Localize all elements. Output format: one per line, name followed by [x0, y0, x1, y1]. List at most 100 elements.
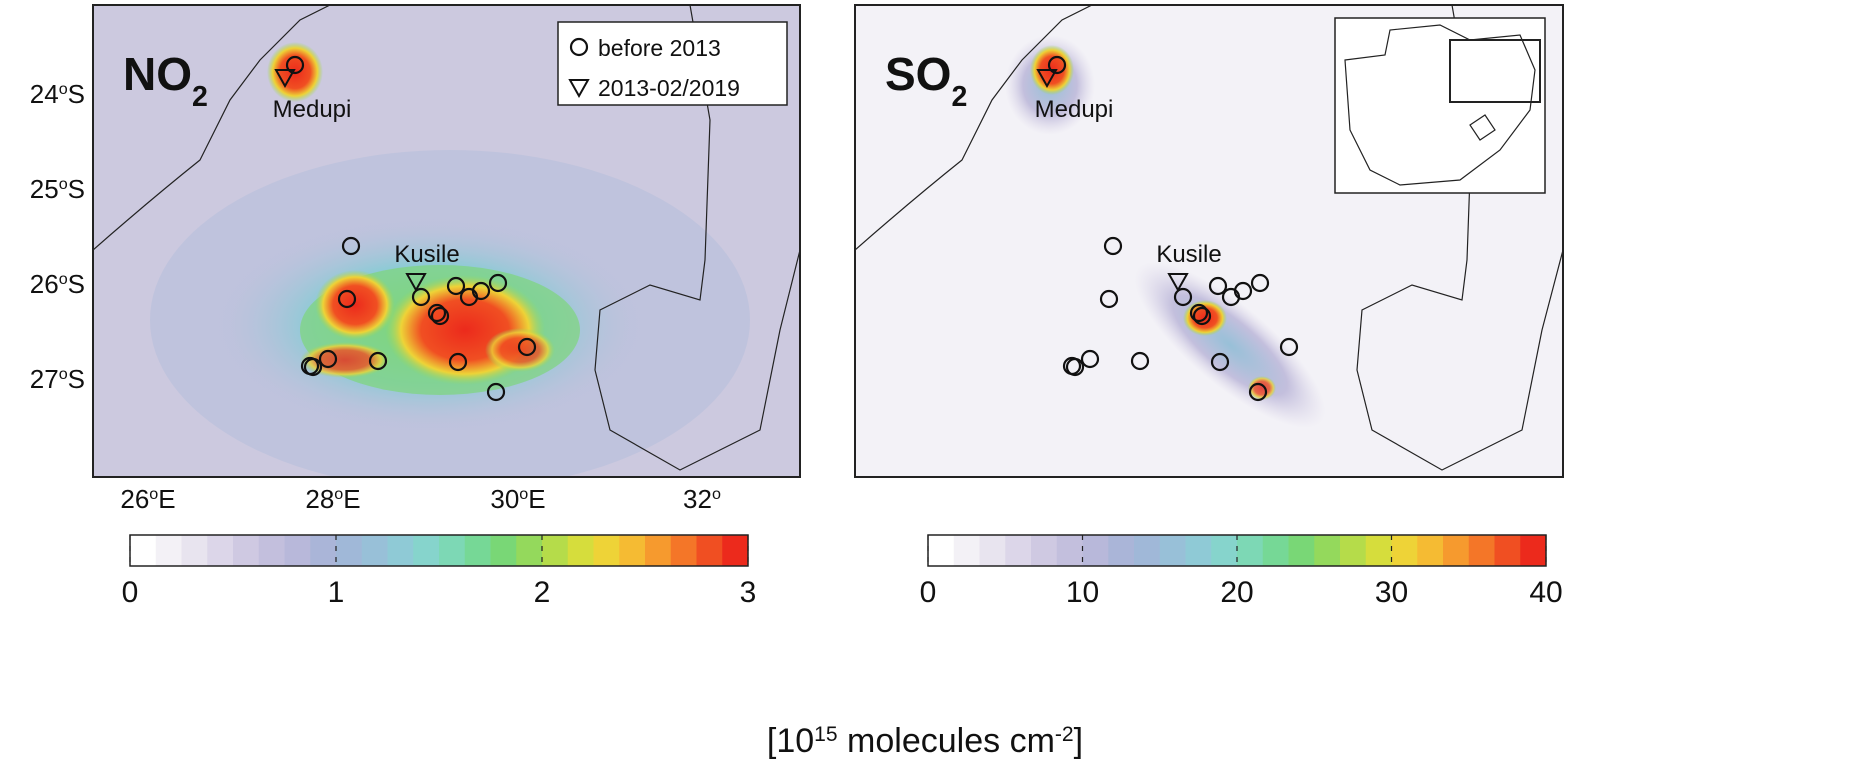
- colorbar-cell: [1314, 535, 1340, 566]
- colorbar-cell: [259, 535, 285, 566]
- colorbar-cell: [362, 535, 388, 566]
- lon-label-part: E: [343, 484, 360, 514]
- unit-label-part: 15: [814, 723, 837, 746]
- panel-title-part: NO: [123, 48, 192, 100]
- colorbar-cell: [1340, 535, 1366, 566]
- colorbar-cell: [1392, 535, 1418, 566]
- colorbar-cell: [1186, 535, 1212, 566]
- colorbar-cell: [619, 535, 645, 566]
- lon-label-part: 30: [490, 484, 519, 514]
- lat-label-part: o: [59, 365, 68, 383]
- figure: NO2MedupiKusilebefore 20132013-02/201924…: [0, 0, 1851, 783]
- colorbar-tick-label: 2: [534, 576, 551, 609]
- colorbar-cell: [1031, 535, 1057, 566]
- lat-label-part: o: [59, 270, 68, 288]
- colorbar-tick-label: 3: [740, 576, 757, 609]
- colorbar-cell: [954, 535, 980, 566]
- panel-title-part: 2: [951, 81, 967, 113]
- colorbar-cell: [568, 535, 594, 566]
- colorbar-tick-label: 20: [1220, 576, 1253, 609]
- lon-label-part: o: [149, 485, 158, 503]
- lon-label-part: o: [712, 485, 721, 503]
- lat-label-part: o: [59, 80, 68, 98]
- lat-label-part: 27: [30, 364, 59, 394]
- lat-label-part: S: [68, 269, 85, 299]
- unit-label: [1015 molecules cm-2]: [767, 722, 1083, 760]
- site-label: Kusile: [1156, 241, 1221, 268]
- colorbar-cell: [516, 535, 542, 566]
- lon-label-part: E: [158, 484, 175, 514]
- colorbar-cell: [1417, 535, 1443, 566]
- colorbar-tick-label: 0: [920, 576, 937, 609]
- colorbar-cell: [285, 535, 311, 566]
- lat-label: 26oS: [30, 269, 85, 299]
- lon-label-part: E: [528, 484, 545, 514]
- lon-label-part: o: [519, 485, 528, 503]
- colorbar-cell: [465, 535, 491, 566]
- lat-label-part: S: [68, 174, 85, 204]
- colorbar-cell: [233, 535, 259, 566]
- colorbar-cell: [1134, 535, 1160, 566]
- colorbar-cell: [336, 535, 362, 566]
- colorbar-cell: [1289, 535, 1315, 566]
- colorbar-tick-label: 1: [328, 576, 345, 609]
- lon-label-part: 26: [120, 484, 149, 514]
- lat-label: 27oS: [30, 364, 85, 394]
- colorbar-cell: [1160, 535, 1186, 566]
- unit-label-part: -2: [1055, 723, 1074, 746]
- colorbar-cell: [1108, 535, 1134, 566]
- colorbar-tick-label: 30: [1375, 576, 1408, 609]
- unit-label-part: ]: [1074, 722, 1083, 760]
- lat-label-part: S: [68, 79, 85, 109]
- colorbar-cell: [542, 535, 568, 566]
- colorbar-cell: [1263, 535, 1289, 566]
- colorbar-cell: [310, 535, 336, 566]
- colorbar-cell: [156, 535, 182, 566]
- colorbar-cell: [980, 535, 1006, 566]
- lat-label-part: 25: [30, 174, 59, 204]
- colorbar-cell: [388, 535, 414, 566]
- colorbar-cell: [1211, 535, 1237, 566]
- lon-label-part: 28: [305, 484, 334, 514]
- colorbar-cell: [439, 535, 465, 566]
- colorbar-cell: [722, 535, 748, 566]
- lat-label-part: 24: [30, 79, 59, 109]
- lat-label-part: 26: [30, 269, 59, 299]
- lat-label: 25oS: [30, 174, 85, 204]
- colorbar-cell: [1443, 535, 1469, 566]
- colorbar-cell: [1469, 535, 1495, 566]
- lon-label-part: o: [334, 485, 343, 503]
- colorbar-tick-label: 10: [1066, 576, 1099, 609]
- lon-label: 30oE: [490, 484, 545, 514]
- colorbar-cell: [928, 535, 954, 566]
- colorbar-cell: [1520, 535, 1546, 566]
- colorbar-cell: [671, 535, 697, 566]
- panel-title-part: 2: [192, 81, 208, 113]
- colorbar-cell: [130, 535, 156, 566]
- colorbar-tick-label: 0: [122, 576, 139, 609]
- colorbar-cell: [594, 535, 620, 566]
- colorbar-cell: [697, 535, 723, 566]
- colorbar-cell: [1366, 535, 1392, 566]
- colorbar-cell: [1057, 535, 1083, 566]
- panel-title-part: SO: [885, 48, 951, 100]
- colorbar-cell: [182, 535, 208, 566]
- site-label: Kusile: [394, 241, 459, 268]
- site-label: Medupi: [1035, 96, 1114, 123]
- legend-label: before 2013: [598, 35, 721, 61]
- colorbar-cell: [1495, 535, 1521, 566]
- unit-label-part: molecules cm: [838, 722, 1055, 760]
- unit-label-part: [10: [767, 722, 814, 760]
- colorbar-cell: [207, 535, 233, 566]
- legend-label: 2013-02/2019: [598, 75, 740, 101]
- colorbar-cell: [491, 535, 517, 566]
- lat-label: 24oS: [30, 79, 85, 109]
- lat-label-part: o: [59, 175, 68, 193]
- site-label: Medupi: [273, 96, 352, 123]
- colorbar-tick-label: 40: [1529, 576, 1562, 609]
- colorbar-cell: [1237, 535, 1263, 566]
- lon-label-part: 32: [683, 484, 712, 514]
- colorbar-cell: [1083, 535, 1109, 566]
- lat-label-part: S: [68, 364, 85, 394]
- colorbar-cell: [413, 535, 439, 566]
